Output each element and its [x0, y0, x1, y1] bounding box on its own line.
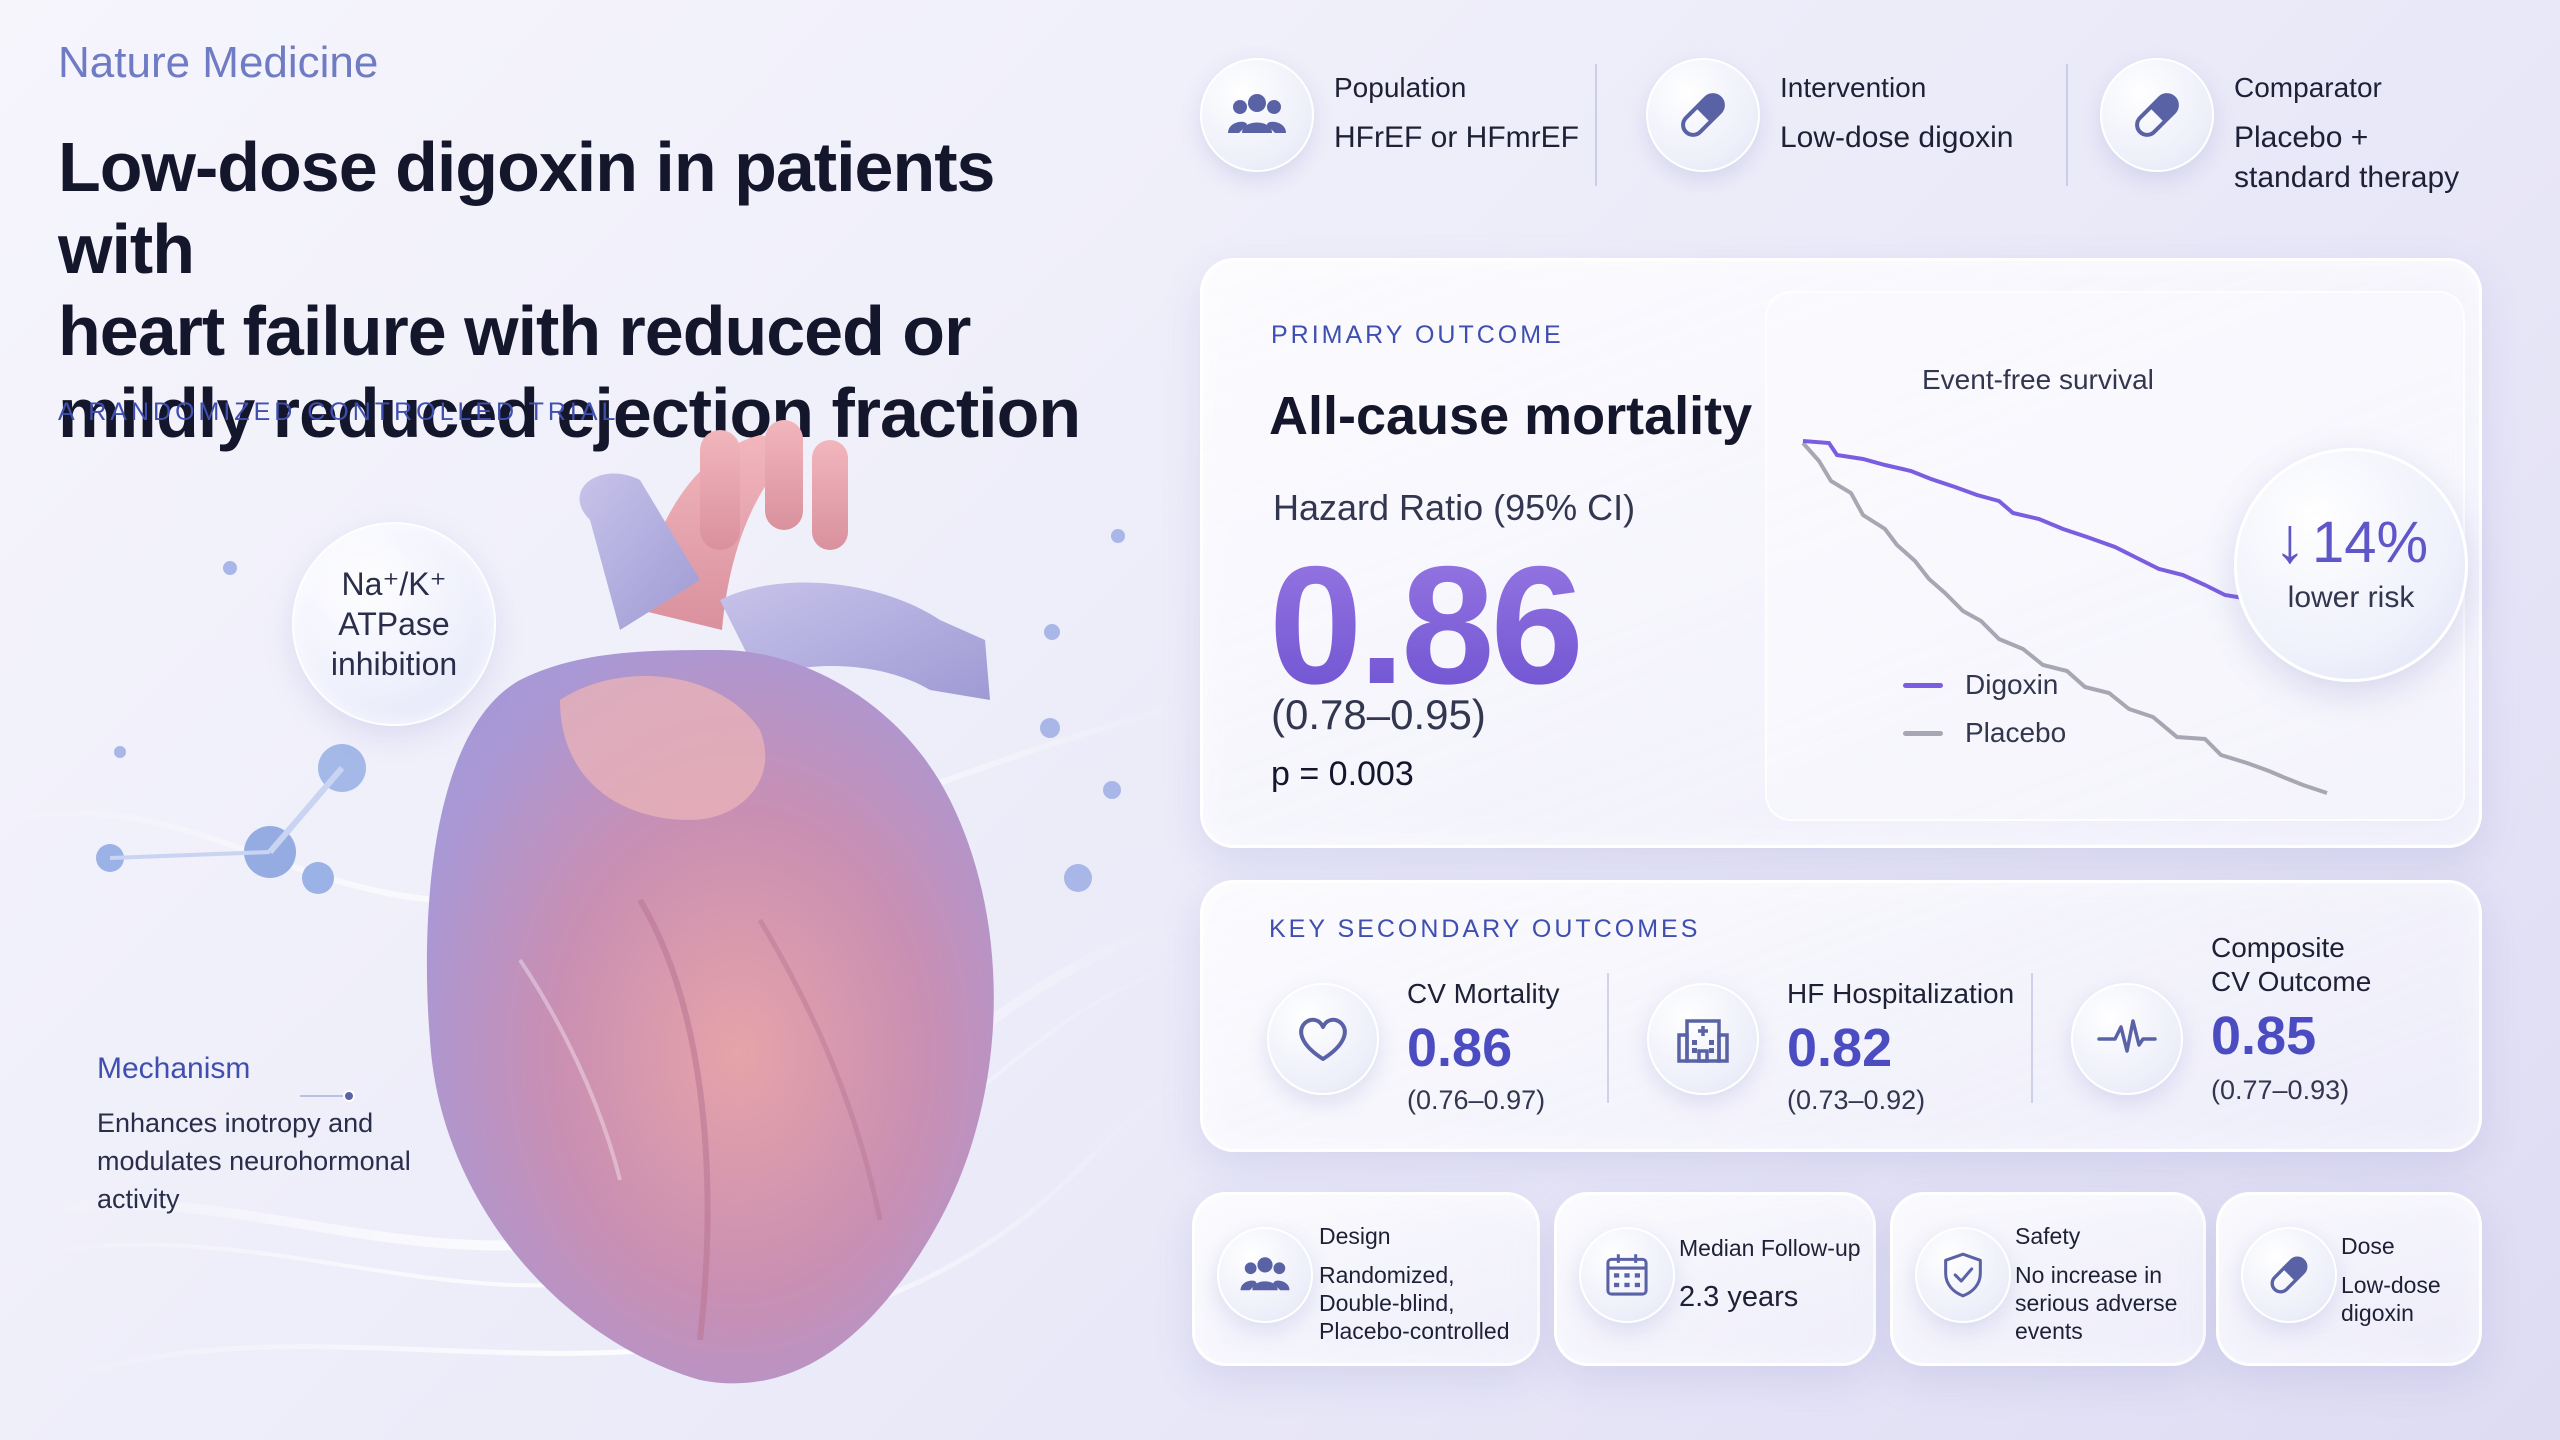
primary-outcome-name: All-cause mortality: [1269, 386, 1753, 446]
detail-card-follow-up: Median Follow-up 2.3 years: [1554, 1192, 1876, 1366]
heart-icon: [1267, 983, 1379, 1095]
detail-label: Safety: [2015, 1223, 2081, 1249]
mechanism-title: Mechanism: [97, 1052, 251, 1085]
pulse-icon: [2071, 983, 2183, 1095]
pill-icon: [2100, 58, 2214, 172]
p-value: p = 0.003: [1271, 755, 1414, 793]
legend-swatch: [1903, 730, 1943, 736]
survival-curve-chart: [1801, 439, 2328, 795]
journal-name: Nature Medicine: [58, 38, 379, 87]
pico-value: Placebo +: [2234, 121, 2369, 154]
pico-value: Low-dose digoxin: [1780, 121, 2014, 154]
arrow-down-icon: ↓: [2273, 504, 2306, 576]
detail-card-dose: Dose Low-dose digoxin: [2216, 1192, 2482, 1366]
detail-value: No increase in: [2015, 1262, 2163, 1288]
detail-value: Low-dose: [2341, 1272, 2441, 1298]
people-icon: [1217, 1227, 1313, 1323]
secondary-name: HF Hospitalization: [1787, 978, 2015, 1009]
detail-card-design: Design Randomized, Double-blind, Placebo…: [1192, 1192, 1540, 1366]
detail-value: events: [2015, 1318, 2083, 1344]
title-line: mildly reduced ejection fraction: [58, 374, 1081, 452]
detail-value: digoxin: [2341, 1300, 2414, 1326]
pico-comparator: Comparator Placebo + standard therapy: [2100, 58, 2459, 194]
detail-value: Randomized,: [1319, 1262, 1455, 1288]
bubble-line: Na⁺/K⁺: [341, 566, 447, 602]
risk-label: lower risk: [2287, 581, 2415, 614]
mechanism-dot: [343, 1090, 355, 1102]
pico-population: Population HFrEF or HFmrEF: [1200, 58, 1579, 188]
survival-plot-panel: [1765, 291, 2465, 821]
pico-value: HFrEF or HFmrEF: [1334, 121, 1579, 154]
secondary-name: Composite: [2211, 932, 2345, 963]
detail-label: Dose: [2341, 1233, 2395, 1259]
page-subtitle: A RANDOMIZED CONTROLLED TRIAL: [58, 398, 620, 426]
divider: [2066, 64, 2068, 186]
detail-value: 2.3 years: [1679, 1281, 1799, 1313]
title-line: Low-dose digoxin in patients with: [58, 128, 995, 288]
secondary-ci: (0.76–0.97): [1407, 1085, 1546, 1115]
bubble-line: inhibition: [330, 646, 458, 682]
detail-card-safety: Safety No increase in serious adverse ev…: [1890, 1192, 2206, 1366]
legend-label: Placebo: [1965, 717, 2067, 748]
risk-reduction-badge: ↓ 14% lower risk: [2234, 448, 2468, 682]
survival-plot-title: Event-free survival: [1922, 364, 2154, 395]
secondary-hr: 0.86: [1407, 1018, 1513, 1078]
secondary-item-composite-cv: Composite CV Outcome 0.85 (0.77–0.93): [2071, 932, 2431, 1135]
confidence-interval: (0.78–0.95): [1271, 691, 1486, 738]
secondary-ci: (0.73–0.92): [1787, 1085, 1926, 1115]
detail-value: Placebo-controlled: [1319, 1318, 1510, 1344]
divider: [2031, 973, 2033, 1103]
secondary-caption: KEY SECONDARY OUTCOMES: [1269, 915, 1701, 943]
secondary-hr: 0.82: [1787, 1018, 1893, 1078]
shield-icon: [1915, 1227, 2011, 1323]
secondary-outcomes-card: KEY SECONDARY OUTCOMES CV Mortality 0.86…: [1200, 880, 2482, 1152]
title-line: heart failure with reduced or: [58, 292, 971, 370]
heart-illustration: [0, 420, 1200, 1384]
legend-label: Digoxin: [1965, 669, 2059, 700]
secondary-ci: (0.77–0.93): [2211, 1075, 2350, 1105]
digoxin-curve: [1802, 439, 2302, 611]
detail-value: Double-blind,: [1319, 1290, 1455, 1316]
detail-label: Design: [1319, 1223, 1391, 1249]
secondary-hr: 0.85: [2211, 1006, 2317, 1066]
legend-item-placebo: Placebo: [1903, 717, 2066, 749]
legend-swatch: [1903, 682, 1943, 688]
secondary-name: CV Mortality: [1407, 978, 1560, 1009]
pill-icon: [2241, 1227, 2337, 1323]
pill-icon: [1646, 58, 1760, 172]
pico-intervention: Intervention Low-dose digoxin: [1646, 58, 2013, 188]
mechanism-text: Enhances inotropy and modulates neurohor…: [97, 1108, 411, 1214]
detail-value: serious adverse: [2015, 1290, 2178, 1316]
secondary-item-cv-mortality: CV Mortality 0.86 (0.76–0.97): [1267, 975, 1587, 1135]
pico-label: Comparator: [2234, 72, 2382, 103]
hazard-ratio-label: Hazard Ratio (95% CI): [1273, 487, 1636, 528]
bubble-line: ATPase: [338, 606, 450, 642]
risk-value: 14%: [2311, 510, 2429, 575]
pico-label: Population: [1334, 72, 1467, 103]
secondary-name: CV Outcome: [2211, 966, 2372, 997]
page-title: Low-dose digoxin in patients with heart …: [58, 126, 1108, 454]
calendar-icon: [1579, 1227, 1675, 1323]
secondary-item-hf-hospitalization: HF Hospitalization 0.82 (0.73–0.92): [1647, 975, 2014, 1135]
detail-label: Median Follow-up: [1679, 1235, 1861, 1261]
placebo-curve: [1801, 441, 2328, 795]
hazard-ratio-value: 0.86: [1269, 529, 1584, 722]
atpase-bubble: Na⁺/K⁺ ATPase inhibition: [292, 522, 496, 726]
people-icon: [1200, 58, 1314, 172]
divider: [1607, 973, 1609, 1103]
pico-value: standard therapy: [2234, 161, 2460, 194]
divider: [1595, 64, 1597, 186]
legend-item-digoxin: Digoxin: [1903, 669, 2058, 701]
hospital-icon: [1647, 983, 1759, 1095]
primary-caption: PRIMARY OUTCOME: [1271, 321, 1564, 349]
pico-label: Intervention: [1780, 72, 1927, 103]
mechanism-connector: [300, 1095, 350, 1097]
risk-value-row: ↓ 14%: [2237, 503, 2465, 577]
